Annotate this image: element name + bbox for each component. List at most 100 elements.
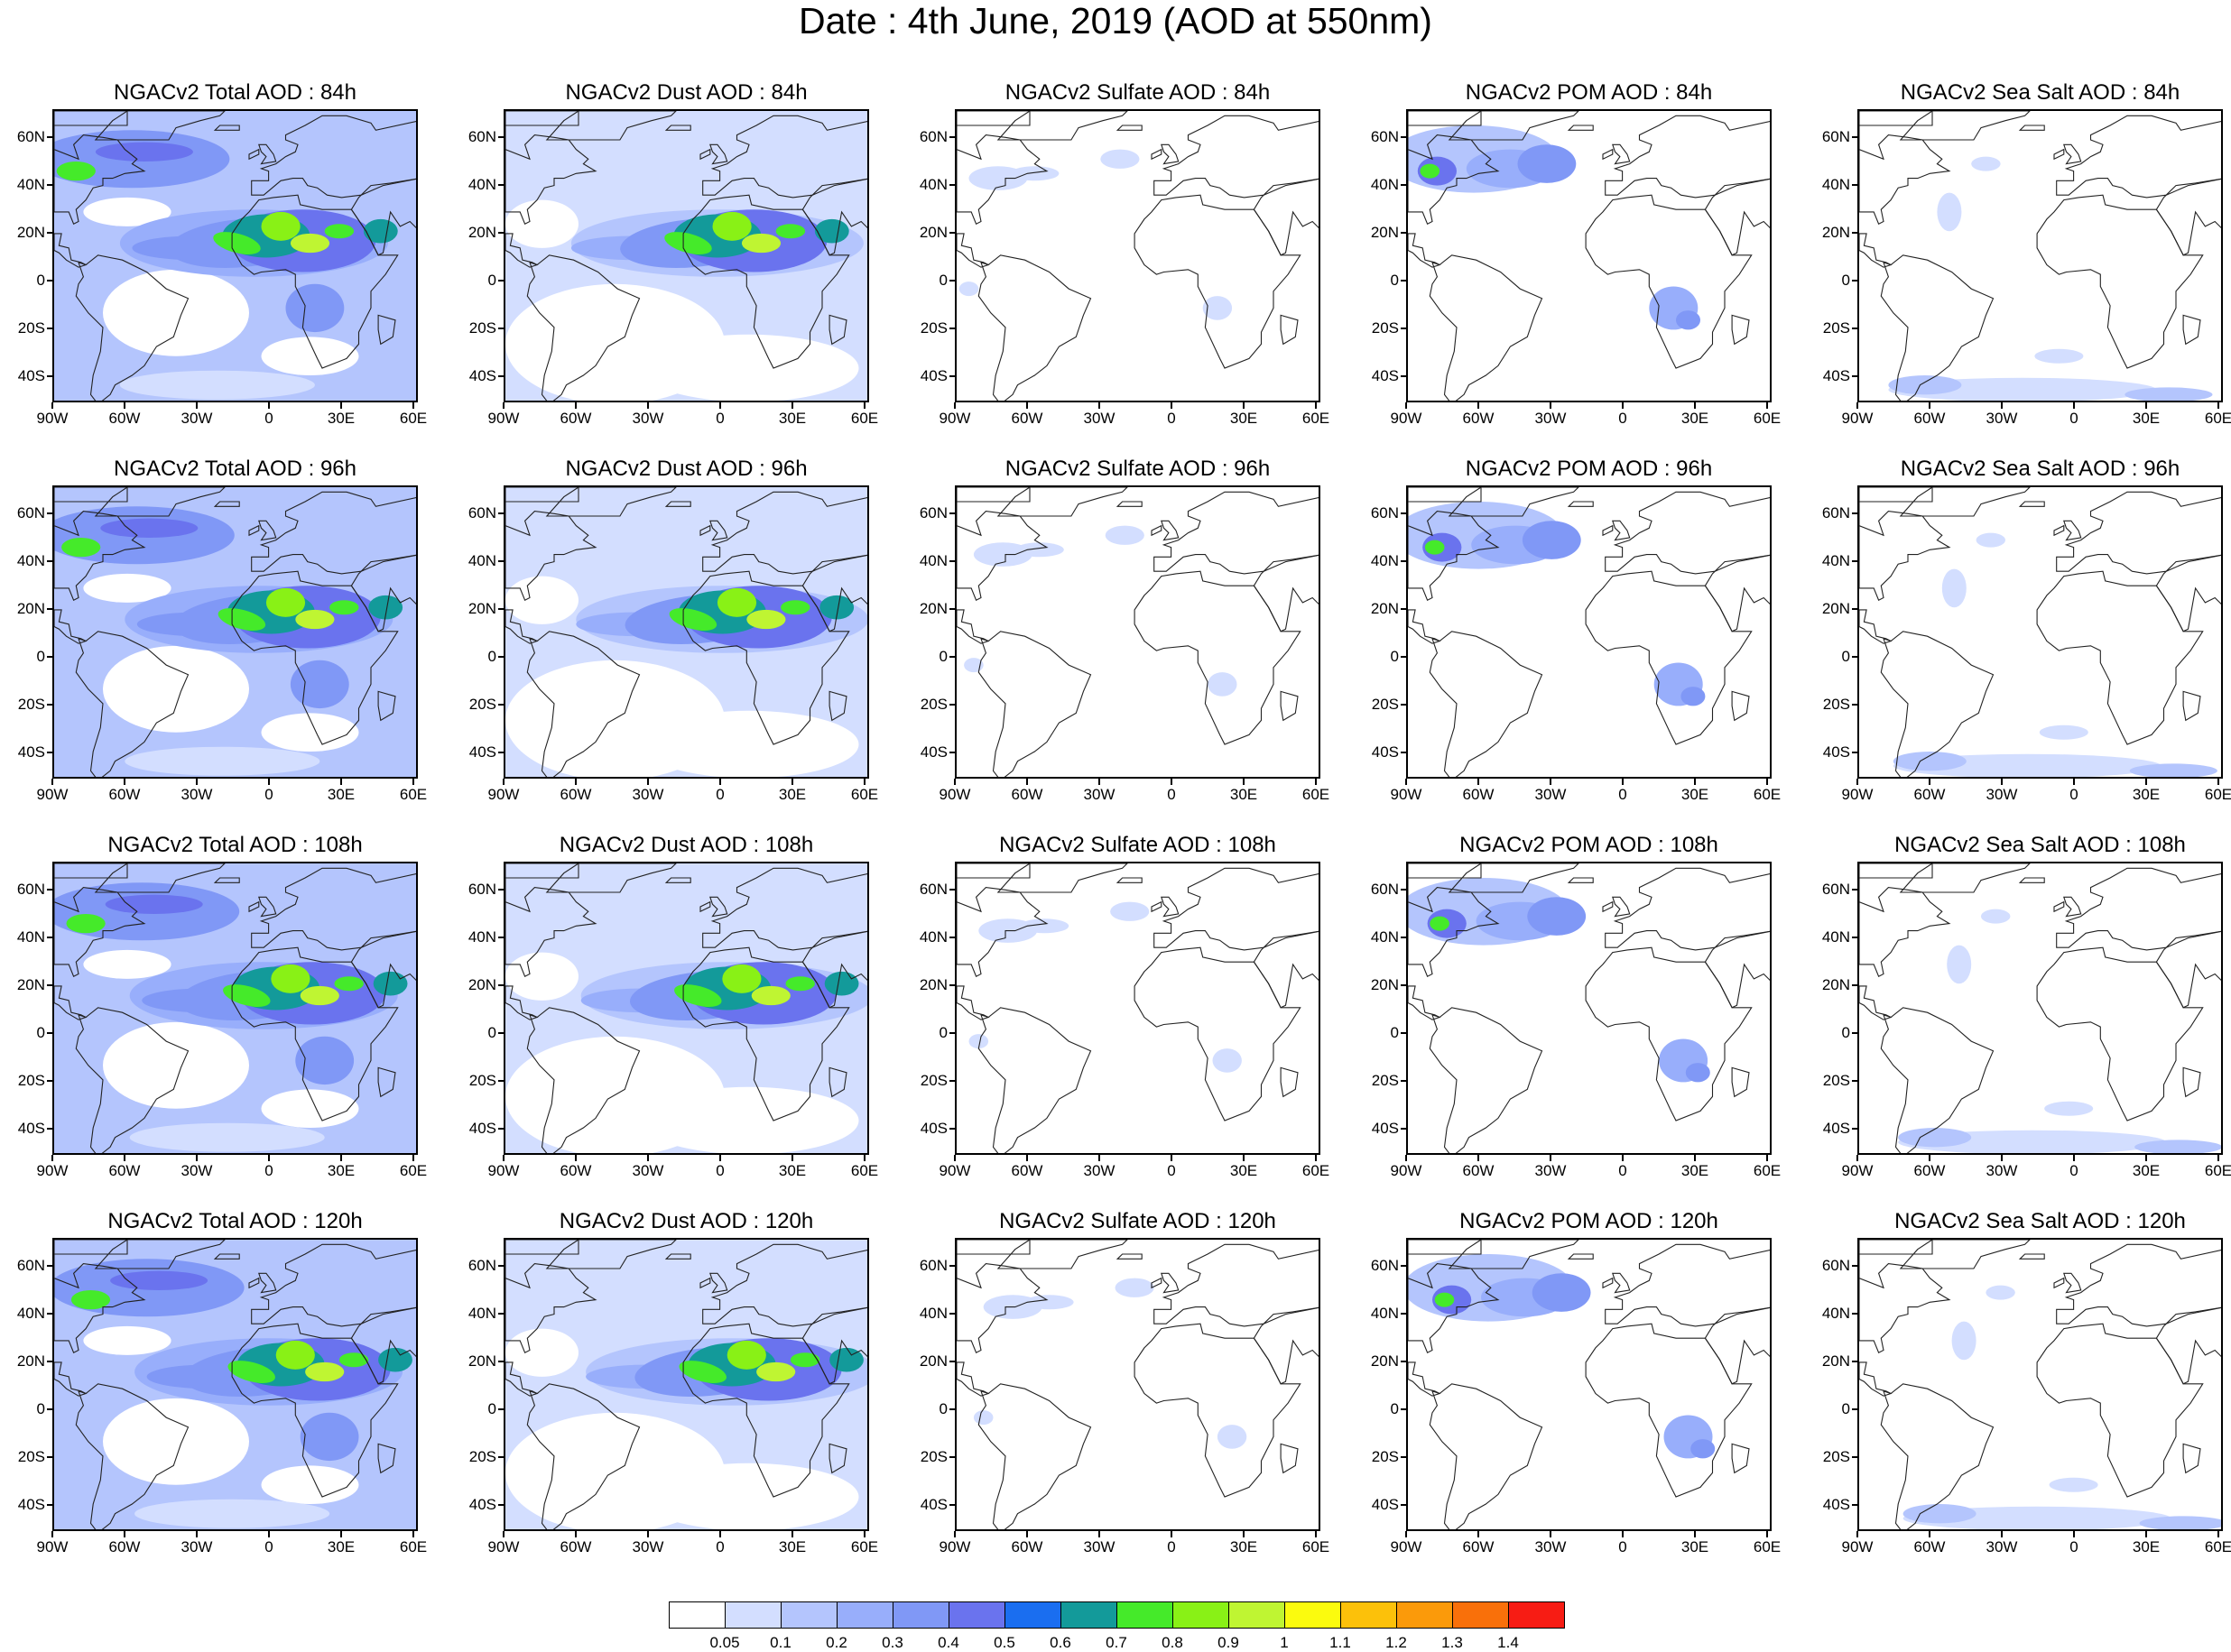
lon-tick-label: 0 xyxy=(2069,1538,2078,1555)
lat-tick-mark xyxy=(47,889,53,891)
lat-tick-label: 40S xyxy=(1822,367,1850,384)
lon-tick-label: 60E xyxy=(850,786,879,803)
coastline xyxy=(377,1443,396,1474)
lon-tick-label: 30W xyxy=(632,410,664,427)
lon-tick-label: 60W xyxy=(560,786,592,803)
coastline xyxy=(1408,1361,1441,1397)
aod-contour-map xyxy=(1859,1240,2221,1529)
lon-tick-mark xyxy=(1550,1155,1551,1161)
lon-tick-label: 30W xyxy=(1083,410,1116,427)
lon-tick-mark xyxy=(864,1155,866,1161)
lat-tick-label: 40S xyxy=(1822,1120,1850,1137)
lat-tick-label: 40N xyxy=(1821,1305,1850,1322)
lon-tick-label: 30W xyxy=(1534,786,1567,803)
lon-tick-mark xyxy=(2001,1531,2003,1537)
coastline xyxy=(1704,554,1770,632)
lat-tick-label: 20N xyxy=(1821,976,1850,993)
coastline xyxy=(1429,631,1543,777)
lat-tick-mark xyxy=(498,1504,505,1506)
lat-tick-mark xyxy=(949,889,956,891)
lat-tick-label: 60N xyxy=(16,1257,45,1274)
map-plot-area xyxy=(955,862,1320,1155)
map-panel: NGACv2 Dust AOD : 108h 60N 40N 20N 0 20S 40S 90… xyxy=(451,832,878,1206)
lat-tick-mark xyxy=(949,1361,956,1362)
lon-tick-label: 60E xyxy=(850,1538,879,1555)
lon-tick-label: 0 xyxy=(1618,786,1627,803)
coastline xyxy=(350,1306,416,1385)
coastline xyxy=(2182,1443,2201,1474)
coastline xyxy=(1280,690,1299,722)
lon-tick-mark xyxy=(268,1155,270,1161)
lat-tick-mark xyxy=(949,984,956,986)
lon-tick-label: 60E xyxy=(399,786,428,803)
panel-title: NGACv2 Dust AOD : 96h xyxy=(565,457,808,481)
lat-tick-mark xyxy=(498,937,505,938)
lon-tick-label: 90W xyxy=(36,1538,69,1555)
lat-tick-mark xyxy=(1852,704,1858,706)
coastline xyxy=(350,930,416,1009)
lon-tick-label: 30E xyxy=(2132,786,2161,803)
lon-tick-mark xyxy=(1098,779,1100,785)
lat-tick-mark xyxy=(1852,984,1858,986)
aod-plume xyxy=(105,894,203,914)
lon-tick-label: 0 xyxy=(1167,1538,1176,1555)
aod-contour-map xyxy=(957,111,1319,401)
map-plot-area xyxy=(955,109,1320,402)
lat-tick-label: 20N xyxy=(1821,1352,1850,1370)
lat-tick-mark xyxy=(1401,1361,1407,1362)
coastline xyxy=(54,233,88,268)
lon-tick-mark xyxy=(412,779,414,785)
lon-tick-label: 60E xyxy=(399,1162,428,1179)
lat-tick-label: 40N xyxy=(1821,176,1850,193)
coastline xyxy=(1859,1240,1951,1353)
aod-plume xyxy=(271,964,310,993)
coastline xyxy=(1602,148,1614,161)
lat-tick-mark xyxy=(1401,608,1407,610)
lon-tick-label: 60E xyxy=(1753,410,1782,427)
aod-plume xyxy=(134,1499,330,1528)
aod-clean-region xyxy=(505,1328,579,1377)
lat-tick-mark xyxy=(949,752,956,753)
coastline xyxy=(1731,1443,1750,1474)
coastline xyxy=(213,125,240,131)
aod-clean-region xyxy=(83,949,171,979)
lon-tick-mark xyxy=(2073,1155,2075,1161)
lon-tick-label: 90W xyxy=(1841,786,1874,803)
panel-title: NGACv2 Sea Salt AOD : 120h xyxy=(1894,1209,2186,1233)
aod-plume xyxy=(285,283,345,333)
coastline xyxy=(94,487,226,517)
colorbar-label: 0.6 xyxy=(1050,1634,1071,1651)
coastline xyxy=(664,501,691,507)
lon-tick-mark xyxy=(340,1531,342,1537)
coastline xyxy=(664,877,691,883)
lon-tick-label: 90W xyxy=(487,786,520,803)
coastline xyxy=(957,233,990,268)
lat-tick-label: 0 xyxy=(36,1400,45,1417)
coastline xyxy=(1859,233,1893,268)
coastline xyxy=(1429,1383,1543,1529)
lon-tick-label: 60E xyxy=(399,410,428,427)
coastline xyxy=(505,111,597,225)
aod-clean-region xyxy=(83,197,171,226)
coastline xyxy=(2056,491,2221,575)
lon-tick-mark xyxy=(340,402,342,409)
coastline xyxy=(1602,900,1614,913)
lon-tick-label: 30E xyxy=(2132,410,2161,427)
map-plot-area xyxy=(1857,862,2223,1155)
lon-tick-mark xyxy=(1171,1155,1172,1161)
lon-tick-label: 0 xyxy=(264,1162,273,1179)
colorbar-swatch xyxy=(1060,1601,1117,1629)
lon-tick-label: 30W xyxy=(632,786,664,803)
aod-plume xyxy=(1898,1128,1972,1148)
lat-tick-mark xyxy=(47,608,53,610)
coastline xyxy=(1880,254,1995,401)
lat-tick-label: 20S xyxy=(920,1072,948,1089)
lon-tick-mark xyxy=(2145,1531,2147,1537)
coastline xyxy=(1448,863,1579,893)
lon-tick-mark xyxy=(1622,779,1624,785)
lat-tick-mark xyxy=(1852,1032,1858,1034)
lat-tick-mark xyxy=(47,1456,53,1458)
lon-tick-mark xyxy=(1856,1531,1858,1537)
colorbar-swatch xyxy=(837,1601,893,1629)
lon-tick-mark xyxy=(1477,402,1479,409)
